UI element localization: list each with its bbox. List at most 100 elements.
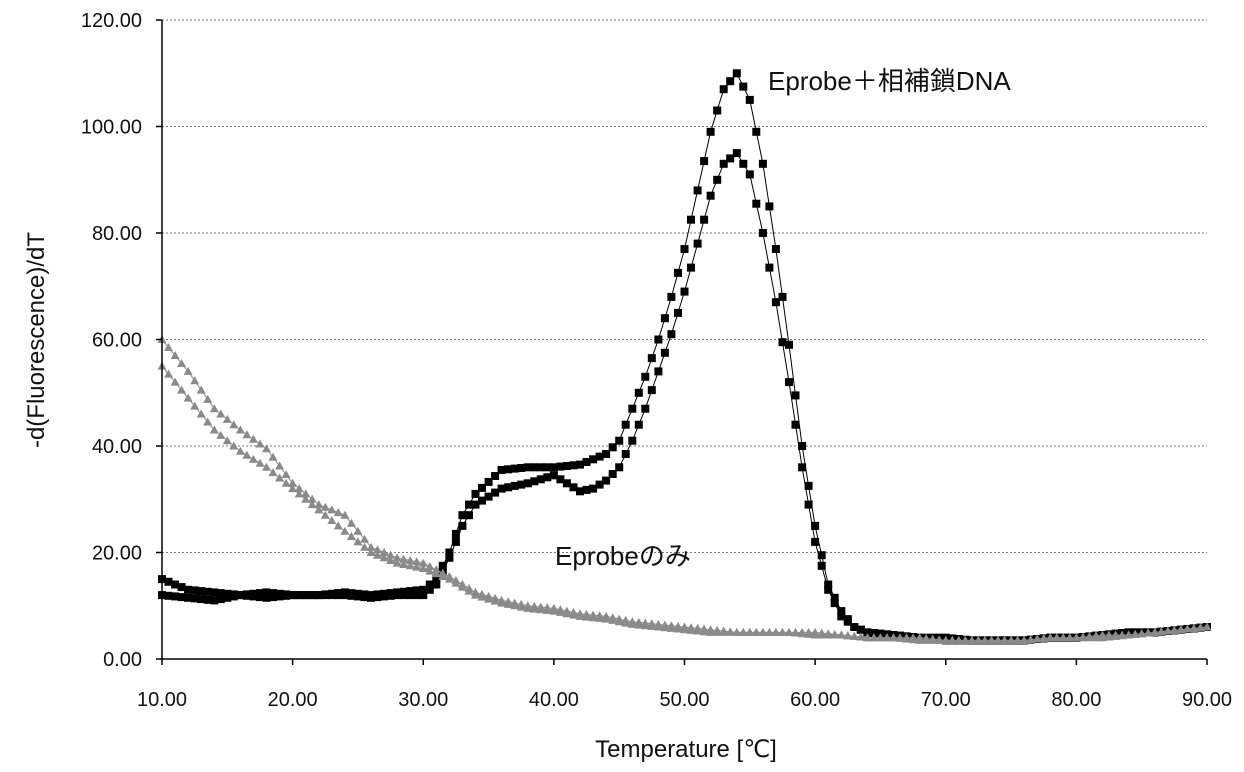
series-0-point-47 — [465, 500, 473, 509]
series-2-point-41 — [425, 562, 435, 570]
x-tick-label-5: 60.00 — [790, 689, 840, 711]
series-0-point-56 — [523, 463, 532, 472]
series-3-point-66 — [588, 613, 598, 622]
series-1-point-57 — [530, 477, 539, 486]
series-2-point-12 — [235, 425, 245, 434]
y-tick-label-6: 120.00 — [81, 10, 142, 32]
series-0-point-77 — [660, 314, 669, 323]
series-3-point-25 — [320, 510, 330, 519]
series-3-point-14 — [248, 454, 258, 463]
series-0-point-86 — [719, 85, 728, 94]
series-1-point-22 — [301, 591, 310, 600]
series-3-point-109 — [869, 633, 879, 642]
series-3-point-8 — [209, 425, 219, 434]
series-3-point-158 — [1189, 623, 1199, 632]
series-1-point-83 — [700, 215, 709, 224]
series-3-point-73 — [634, 620, 644, 629]
series-0-point-42 — [432, 575, 441, 584]
series-0-point-40 — [419, 585, 428, 594]
series-1-point-36 — [393, 591, 402, 600]
series-0-point-95 — [778, 292, 787, 301]
series-3-point-137 — [1052, 633, 1062, 642]
series-1-point-100 — [811, 537, 820, 546]
series-3-point-96 — [784, 627, 794, 636]
y-tick-label-5: 100.00 — [81, 117, 142, 139]
series-3-point-26 — [327, 516, 337, 524]
series-0-point-104 — [837, 607, 846, 616]
series-3-point-98 — [797, 629, 807, 638]
series-0-point-78 — [667, 292, 676, 301]
x-tick-label-1: 20.00 — [268, 689, 318, 711]
series-3-point-125 — [973, 635, 983, 644]
series-3-point-58 — [536, 605, 546, 614]
series-3-point-123 — [960, 635, 970, 644]
series-1-point-9 — [216, 595, 225, 604]
series-2-point-4 — [183, 366, 193, 375]
series-1-point-87 — [726, 154, 735, 163]
series-1-point-81 — [687, 263, 695, 272]
series-1-point-32 — [367, 593, 375, 602]
series-3-point-159 — [1196, 623, 1205, 632]
series-3-point-118 — [928, 635, 938, 644]
series-1-point-46 — [458, 521, 467, 530]
series-2-point-21 — [294, 484, 304, 493]
series-3-point-94 — [771, 627, 781, 636]
series-1-point-21 — [295, 591, 304, 600]
series-0-point-48 — [471, 489, 480, 498]
series-3-point-50 — [484, 594, 494, 603]
x-tick-label-2: 30.00 — [398, 689, 448, 711]
series-0-point-45 — [451, 529, 460, 538]
series-3-point-57 — [529, 604, 539, 613]
series-3-point-127 — [987, 635, 996, 644]
series-0-point-66 — [589, 455, 598, 464]
series-3-point-93 — [764, 627, 774, 636]
series-1-point-55 — [517, 480, 526, 489]
x-tick-label-3: 40.00 — [529, 689, 579, 711]
series-0-point-103 — [830, 593, 839, 602]
series-1-point-102 — [824, 585, 833, 594]
series-3-point-103 — [830, 630, 840, 639]
series-3-point-79 — [673, 624, 683, 633]
series-3-point-144 — [1098, 633, 1107, 642]
series-2-point-10 — [222, 414, 232, 423]
series-3-point-83 — [699, 627, 709, 636]
series-3-point-48 — [471, 590, 480, 599]
series-3-point-43 — [438, 572, 448, 580]
series-1-point-28 — [340, 591, 349, 600]
series-3-point-40 — [418, 564, 428, 572]
series-0-point-85 — [713, 106, 722, 115]
series-3-point-108 — [862, 633, 872, 642]
series-1-point-20 — [288, 591, 297, 600]
series-1-point-15 — [256, 593, 264, 602]
series-1-point-44 — [445, 553, 454, 562]
series-1-point-92 — [758, 229, 767, 237]
series-0-point-99 — [804, 481, 813, 490]
series-1-point-3 — [177, 593, 186, 602]
series-1-point-88 — [732, 149, 741, 158]
series-1-point-12 — [236, 591, 245, 600]
series-2-point-6 — [196, 385, 206, 394]
series-1-point-104 — [837, 612, 846, 621]
series-3-point-149 — [1130, 629, 1140, 638]
series-1-point-42 — [432, 580, 441, 589]
series-0-point-39 — [412, 586, 421, 595]
x-tick-label-0: 10.00 — [137, 689, 187, 711]
series-0-point-79 — [674, 268, 682, 277]
series-0-point-80 — [680, 245, 689, 253]
series-3-point-10 — [222, 436, 232, 445]
series-1-point-85 — [713, 175, 722, 184]
series-0-point-101 — [817, 551, 826, 560]
series-0-point-83 — [700, 157, 709, 166]
series-2-point-36 — [392, 553, 402, 562]
series-3-point-116 — [915, 635, 925, 644]
series-2-point-27 — [333, 508, 343, 517]
series-3-point-7 — [203, 417, 213, 426]
series-1-point-27 — [334, 591, 343, 600]
series-1-point-35 — [386, 591, 395, 600]
series-0-point-98 — [798, 442, 807, 450]
series-3-point-74 — [640, 621, 650, 630]
series-3-point-32 — [366, 548, 376, 556]
series-0-point-91 — [752, 127, 761, 136]
series-0-point-69 — [608, 443, 617, 452]
series-1-point-16 — [262, 593, 271, 602]
